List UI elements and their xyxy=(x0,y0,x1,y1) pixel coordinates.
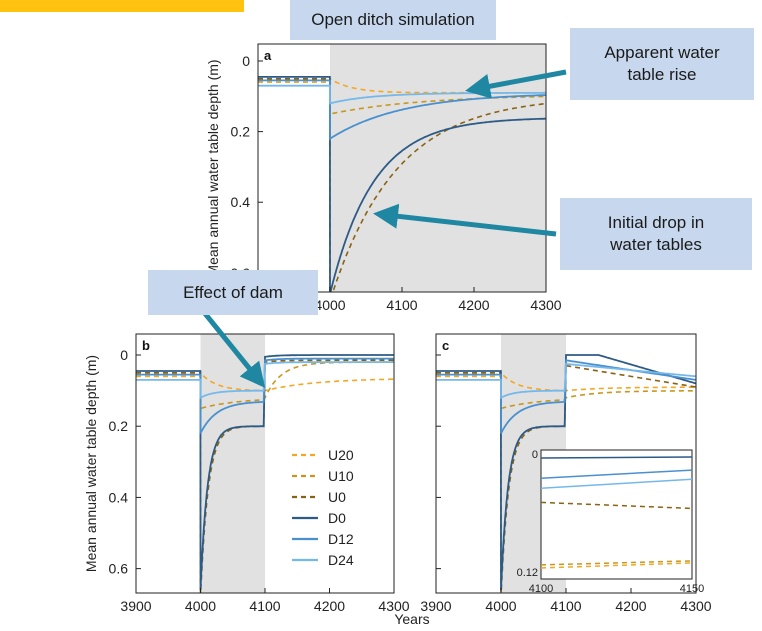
legend-label-U20: U20 xyxy=(328,447,354,463)
series-line-D0 xyxy=(258,76,546,292)
x-tick-label: 4200 xyxy=(314,598,345,614)
series-line-U20 xyxy=(136,370,394,392)
series-line-D12 xyxy=(136,357,394,434)
title-text: Open ditch simulation xyxy=(311,10,475,29)
inset-chart: 4100 4150 0 0.12 xyxy=(517,449,705,595)
series-group xyxy=(436,354,696,593)
series-line-D0 xyxy=(136,354,394,591)
legend-label-U10: U10 xyxy=(328,468,354,484)
x-tick-label: 4300 xyxy=(680,598,711,614)
y-tick-label: 0.2 xyxy=(231,124,251,140)
x-tick-label: 4000 xyxy=(185,598,216,614)
x-tick-label: 4200 xyxy=(458,297,489,313)
series-line-D0 xyxy=(436,354,696,591)
series-line-U10 xyxy=(436,373,696,410)
panel-c: c 3900 4000 4100 4200 4300 Years 4100 4150 0 0.12 xyxy=(394,333,712,627)
x-tick-label: 4000 xyxy=(485,598,516,614)
inset-line-D0 xyxy=(540,456,693,459)
drop-callout: Initial drop in water tables xyxy=(560,198,752,270)
y-axis-label: Mean annual water table depth (m) xyxy=(83,355,99,572)
panel-letter-a: a xyxy=(264,48,272,63)
series-line-D12 xyxy=(436,359,696,434)
charts-layer: a 3900 4000 4100 4200 4300 0 0.2 0.4 0.6 Mean annu… xyxy=(83,43,712,627)
legend-label-D12: D12 xyxy=(328,531,354,547)
series-line-D24 xyxy=(436,362,696,399)
x-tick-label: 4300 xyxy=(530,297,561,313)
y-tick-label: 0.4 xyxy=(109,489,129,505)
x-tick-label: 3900 xyxy=(120,598,151,614)
rise-callout: Apparent water table rise xyxy=(570,28,754,100)
inset-x-tick-label: 4150 xyxy=(680,583,704,595)
legend-label-U0: U0 xyxy=(328,489,346,505)
series-line-U10 xyxy=(258,79,546,116)
series-line-U0 xyxy=(258,77,546,292)
y-tick-label: 0.4 xyxy=(231,194,251,210)
x-tick-label: 4300 xyxy=(378,598,409,614)
dam-text: Effect of dam xyxy=(183,282,283,302)
rise-text: Apparent water table rise xyxy=(604,43,720,84)
panel-letter-b: b xyxy=(142,338,150,353)
drop-arrow xyxy=(373,203,557,237)
dam-callout: Effect of dam xyxy=(148,270,318,315)
series-line-U20 xyxy=(436,370,696,392)
inset-line-U0 xyxy=(540,501,693,510)
inset-y-tick-label: 0 xyxy=(532,449,538,461)
y-axis-label: Mean annual water table depth (m) xyxy=(205,59,221,276)
x-tick-label: 4100 xyxy=(386,297,417,313)
y-tick-label: 0.6 xyxy=(109,561,129,577)
legend-label-D0: D0 xyxy=(328,510,346,526)
inset-line-D12 xyxy=(540,469,693,479)
shaded-period xyxy=(330,44,546,292)
x-tick-label: 4100 xyxy=(550,598,581,614)
inset-line-U10 xyxy=(540,560,693,566)
series-group xyxy=(258,76,546,292)
header-banner xyxy=(0,0,244,12)
drop-text: Initial drop in water tables xyxy=(607,213,705,254)
y-tick-label: 0.2 xyxy=(109,418,129,434)
x-tick-label: 4000 xyxy=(314,297,345,313)
x-tick-label: 3900 xyxy=(420,598,451,614)
panel-b: b 3900 4000 4100 4200 4300 0 0.2 0.4 0.6 Mean annu… xyxy=(83,333,410,614)
title-callout: Open ditch simulation xyxy=(290,0,496,40)
series-line-D24 xyxy=(258,84,546,105)
series-group xyxy=(136,354,394,593)
inset-x-tick-label: 4100 xyxy=(529,583,553,595)
x-tick-label: 4100 xyxy=(249,598,280,614)
inset-frame xyxy=(540,449,693,580)
inset-line-U20 xyxy=(540,562,693,569)
panel-letter-c: c xyxy=(442,338,449,353)
series-line-D24 xyxy=(136,361,394,399)
x-tick-label: 4200 xyxy=(615,598,646,614)
y-tick-label: 0 xyxy=(242,53,250,69)
legend-label-D24: D24 xyxy=(328,552,354,568)
inset-line-D24 xyxy=(540,478,693,490)
series-line-D12 xyxy=(258,79,546,141)
x-axis-label: Years xyxy=(394,611,429,627)
rise-arrow xyxy=(465,69,567,99)
inset-y-tick-label: 0.12 xyxy=(517,567,538,579)
y-tick-label: 0 xyxy=(120,347,128,363)
